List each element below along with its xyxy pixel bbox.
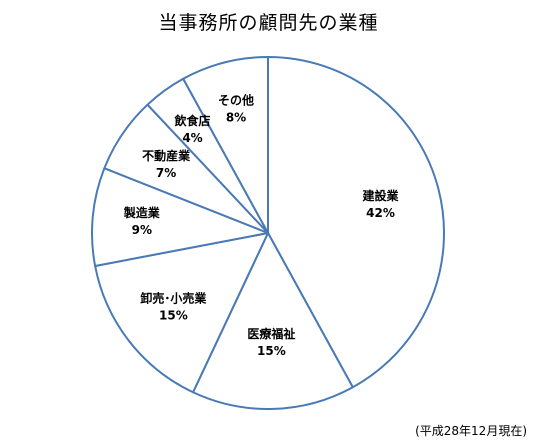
slice-label-6: 飲食店 bbox=[173, 113, 210, 128]
slice-value-2: 15% bbox=[257, 344, 286, 358]
pie-slice-1 bbox=[267, 56, 445, 389]
footnote: (平成28年12月現在) bbox=[415, 424, 527, 438]
slice-value-6: 4% bbox=[182, 131, 202, 145]
slice-value-4: 9% bbox=[132, 223, 152, 237]
slice-label-3: 卸売･小売業 bbox=[140, 290, 207, 305]
slice-value-3: 15% bbox=[159, 308, 188, 322]
slice-label-4: 製造業 bbox=[123, 205, 161, 220]
slice-value-5: 7% bbox=[156, 166, 176, 180]
pie-slice-7 bbox=[182, 56, 269, 234]
chart-title: 当事務所の顧問先の業種 bbox=[158, 12, 379, 34]
slice-label-7: その他 bbox=[218, 93, 254, 108]
slice-value-1: 42% bbox=[366, 206, 395, 220]
pie-slice-3 bbox=[94, 232, 269, 394]
slice-label-5: 不動産業 bbox=[142, 148, 191, 163]
slice-value-7: 8% bbox=[226, 111, 246, 125]
slice-label-2: 医療福祉 bbox=[247, 326, 295, 341]
pie-slice-4 bbox=[91, 167, 269, 267]
slice-label-1: 建設業 bbox=[361, 188, 399, 203]
pie-slice-2 bbox=[192, 232, 354, 410]
